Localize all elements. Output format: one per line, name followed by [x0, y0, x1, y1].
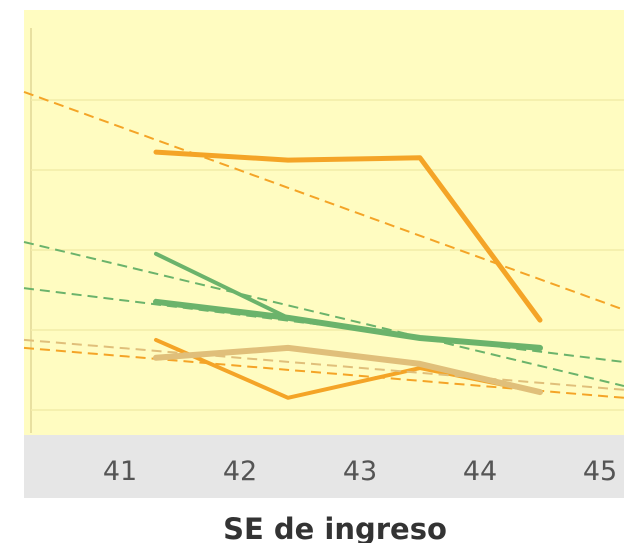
- x-tick-label: 41: [103, 456, 137, 487]
- x-tick-label: 43: [343, 456, 377, 487]
- trendline-9: [23, 338, 624, 391]
- x-tick-label: 42: [223, 456, 257, 487]
- series-line-0: [153, 149, 543, 323]
- x-tick-label: 44: [463, 456, 497, 487]
- trendline-3: [23, 241, 624, 387]
- series-layer: [23, 90, 624, 400]
- x-axis-band: [24, 435, 624, 498]
- plot-background: [24, 10, 624, 435]
- x-axis-title: SE de ingreso: [223, 512, 447, 543]
- trendline-5: [23, 287, 624, 363]
- trendline-1: [23, 90, 624, 311]
- gridlines: [31, 99, 624, 411]
- x-tick-label: 45: [583, 456, 617, 487]
- series-line-4: [153, 298, 543, 351]
- x-tick-labels: 41 42 43 44 45: [103, 456, 617, 487]
